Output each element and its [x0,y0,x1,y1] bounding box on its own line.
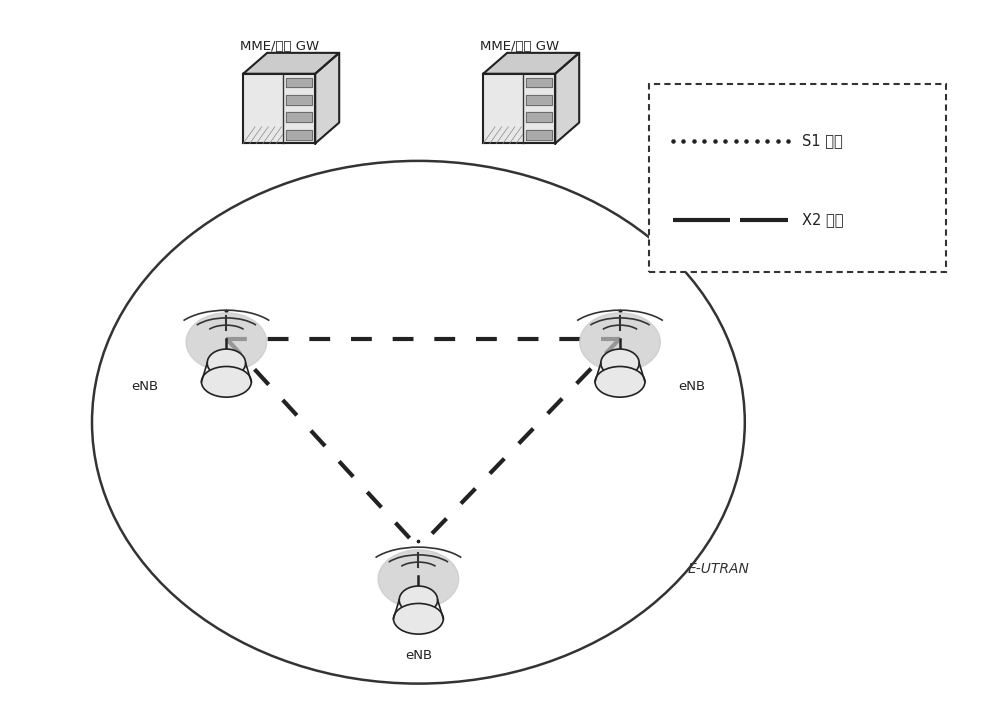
Text: MME/服务 GW: MME/服务 GW [240,40,319,53]
Circle shape [186,313,267,372]
Polygon shape [243,74,315,144]
Circle shape [580,313,660,372]
Polygon shape [526,95,552,105]
Ellipse shape [393,603,443,634]
Polygon shape [286,130,312,139]
Polygon shape [555,53,579,144]
FancyBboxPatch shape [649,84,946,272]
Text: MME/服务 GW: MME/服务 GW [480,40,559,53]
Text: S1 接口: S1 接口 [802,133,843,148]
Text: X2 接口: X2 接口 [802,212,844,227]
Polygon shape [483,53,579,74]
Polygon shape [526,113,552,122]
Polygon shape [286,95,312,105]
Text: E-UTRAN: E-UTRAN [687,562,749,576]
Polygon shape [243,53,339,74]
Polygon shape [526,130,552,139]
Circle shape [378,550,459,608]
Text: eNB: eNB [678,380,706,393]
Polygon shape [315,53,339,144]
Text: eNB: eNB [405,649,432,662]
Ellipse shape [201,367,251,397]
Circle shape [207,349,246,377]
Circle shape [601,349,639,377]
Polygon shape [483,74,555,144]
Text: eNB: eNB [131,380,158,393]
Polygon shape [286,78,312,87]
Ellipse shape [595,367,645,397]
Polygon shape [286,113,312,122]
Polygon shape [526,78,552,87]
Circle shape [399,586,438,614]
